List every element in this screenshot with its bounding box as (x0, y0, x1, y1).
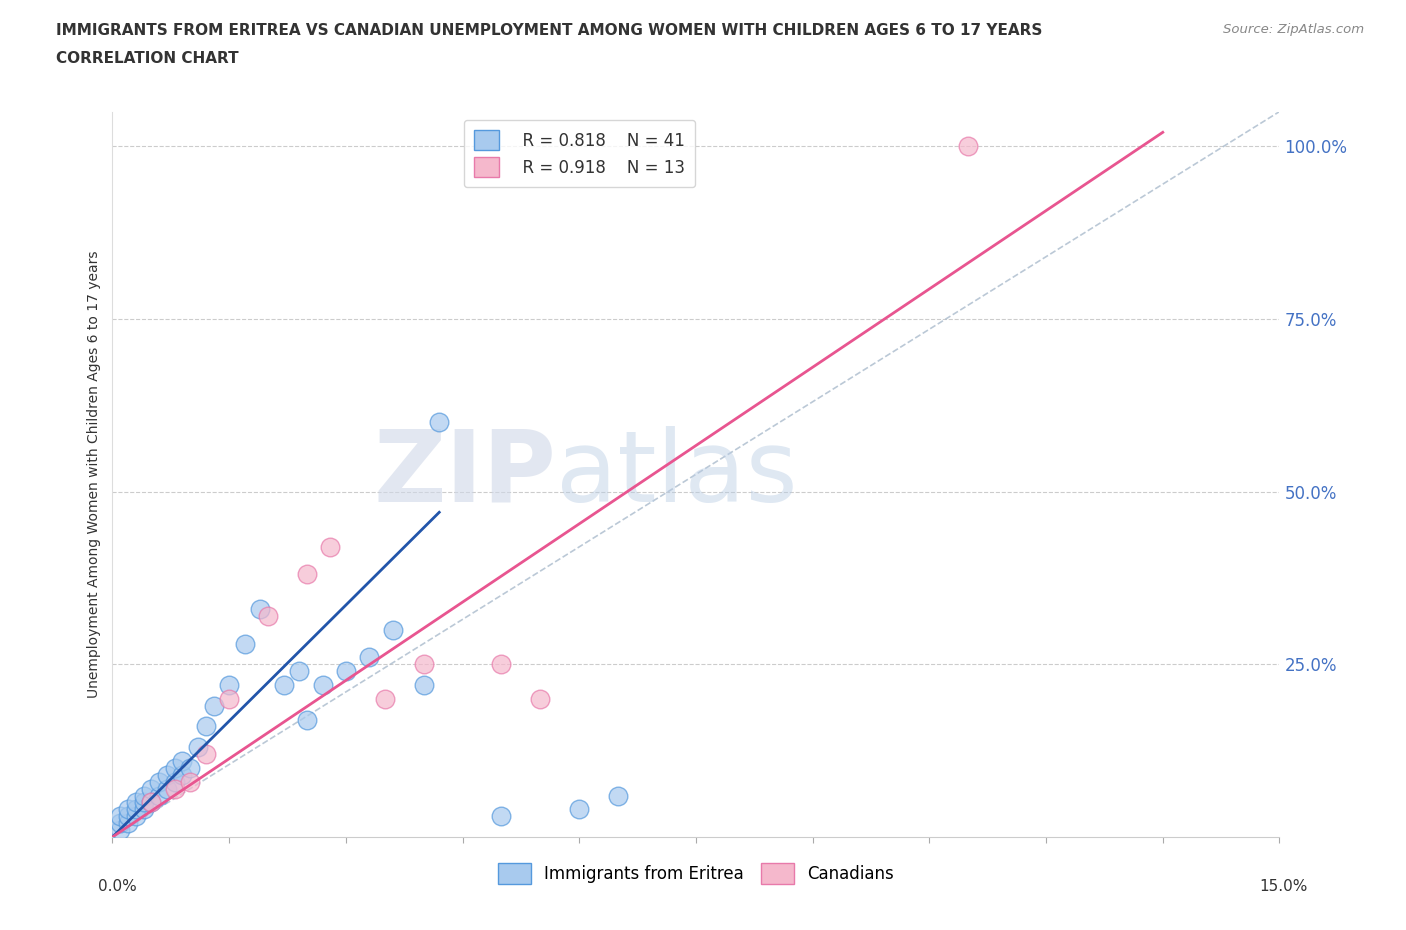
Point (374, 691, 396, 706)
Point (249, 602, 271, 617)
Text: 0.0%: 0.0% (98, 879, 138, 894)
Point (148, 775, 170, 790)
Point (335, 664, 357, 679)
Point (110, 823, 132, 838)
Point (218, 678, 240, 693)
Point (110, 816, 132, 830)
Point (110, 809, 132, 824)
Point (117, 816, 139, 830)
Point (202, 698, 225, 713)
Point (273, 678, 295, 693)
Point (218, 691, 240, 706)
Point (957, 139, 980, 153)
Point (491, 657, 513, 671)
Text: 15.0%: 15.0% (1260, 879, 1308, 894)
Point (172, 753, 194, 768)
Point (163, 781, 186, 796)
Text: IMMIGRANTS FROM ERITREA VS CANADIAN UNEMPLOYMENT AMONG WOMEN WITH CHILDREN AGES : IMMIGRANTS FROM ERITREA VS CANADIAN UNEM… (56, 23, 1043, 38)
Point (172, 767, 194, 782)
Point (194, 719, 217, 734)
Point (156, 781, 179, 796)
Point (163, 761, 186, 776)
Point (194, 747, 217, 762)
Point (141, 795, 163, 810)
Point (141, 781, 163, 796)
Point (607, 788, 630, 803)
Point (179, 761, 201, 776)
Point (233, 636, 256, 651)
Point (132, 795, 155, 810)
Text: ZIP: ZIP (373, 426, 555, 523)
Point (125, 809, 148, 824)
Point (148, 788, 170, 803)
Point (179, 775, 201, 790)
Point (125, 795, 148, 810)
Point (381, 622, 404, 637)
Point (117, 802, 139, 817)
Text: Source: ZipAtlas.com: Source: ZipAtlas.com (1223, 23, 1364, 36)
Point (295, 712, 318, 727)
Point (257, 608, 280, 623)
Point (156, 767, 179, 782)
Point (187, 739, 209, 754)
Point (529, 691, 551, 706)
Y-axis label: Unemployment Among Women with Children Ages 6 to 17 years: Unemployment Among Women with Children A… (87, 250, 101, 698)
Point (141, 795, 163, 810)
Point (568, 802, 591, 817)
Point (117, 809, 139, 824)
Point (491, 809, 513, 824)
Point (132, 802, 155, 817)
Point (319, 539, 342, 554)
Legend: Immigrants from Eritrea, Canadians: Immigrants from Eritrea, Canadians (491, 857, 901, 890)
Text: atlas: atlas (555, 426, 797, 523)
Point (311, 678, 333, 693)
Point (132, 788, 155, 803)
Point (295, 567, 318, 582)
Point (427, 415, 450, 430)
Point (163, 775, 186, 790)
Point (125, 802, 148, 817)
Point (359, 650, 381, 665)
Text: CORRELATION CHART: CORRELATION CHART (56, 51, 239, 66)
Point (288, 664, 311, 679)
Point (412, 657, 434, 671)
Point (412, 678, 434, 693)
